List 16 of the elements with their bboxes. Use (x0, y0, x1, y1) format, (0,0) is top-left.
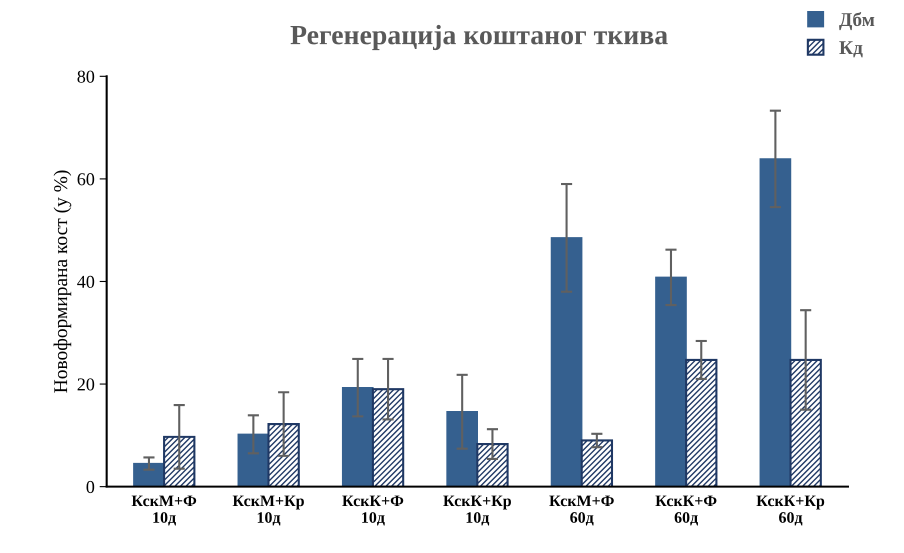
legend-label: Дбм (839, 12, 874, 30)
x-tick-label: КскК+Кр 10д (443, 496, 511, 526)
x-tick-label: КскМ+Кр 10д (232, 496, 304, 526)
x-tick-label: КскМ+Ф 10д (132, 496, 196, 526)
x-tick-label: КскК+Кр 60д (756, 496, 824, 526)
x-tick-label: КскМ+Ф 60д (549, 496, 614, 526)
chart-title: Регенерација коштаног ткива (290, 24, 668, 50)
y-tick-label: 40 (77, 276, 94, 288)
y-tick-label: 20 (78, 378, 94, 390)
x-tick-label: КскК+Ф 60д (655, 496, 716, 526)
y-tick-label: 80 (78, 70, 94, 83)
x-tick-label: КскК+Ф 10д (342, 496, 404, 526)
y-tick-label: 0 (86, 480, 94, 494)
y-axis-title: Новоформирана кост (у %) (54, 170, 72, 393)
y-tick-label: 60 (78, 173, 94, 186)
legend-label: Кд (839, 41, 863, 58)
